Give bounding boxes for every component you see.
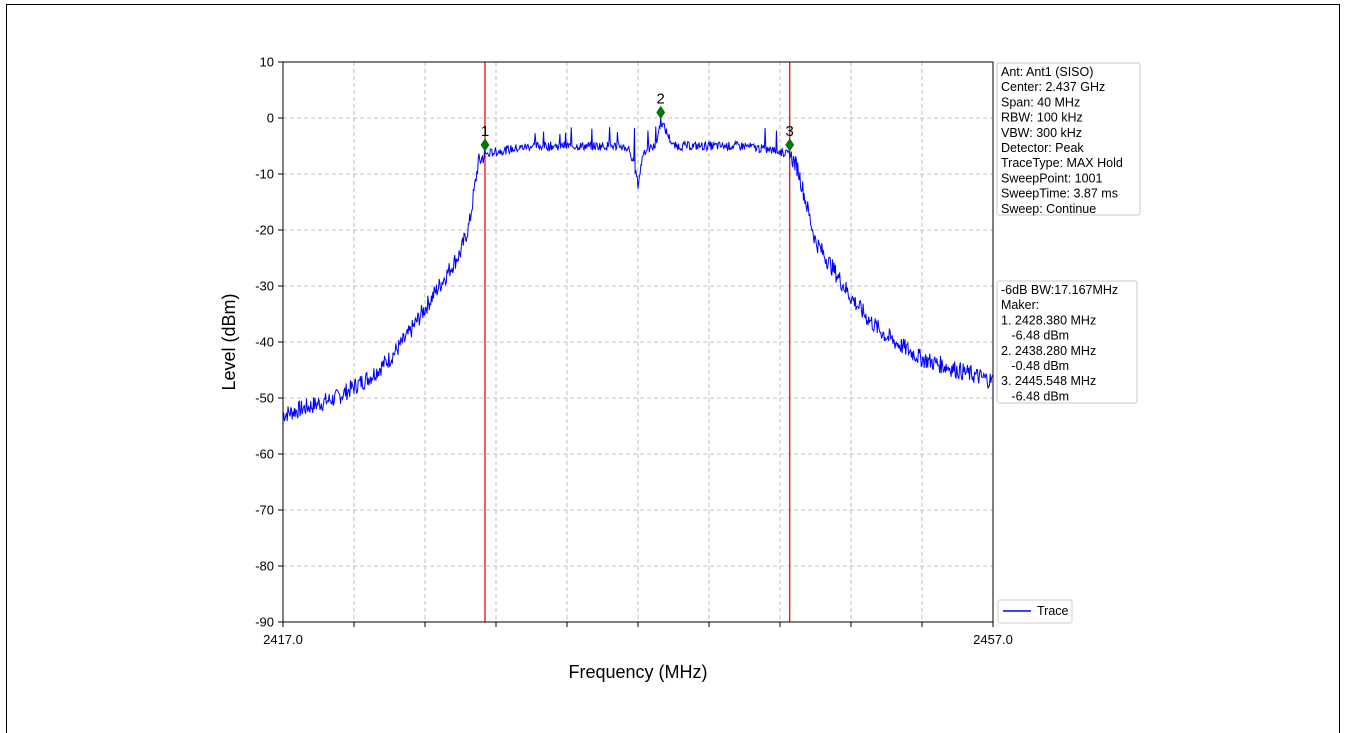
- y-tick-label: 10: [260, 55, 274, 70]
- info-line: TraceType: MAX Hold: [1001, 156, 1123, 170]
- y-tick-label: 0: [267, 111, 274, 126]
- marker-diamond: [785, 138, 795, 152]
- y-tick-label: -50: [255, 391, 274, 406]
- marker-label: 3: [786, 123, 794, 140]
- info-line: Span: 40 MHz: [1001, 95, 1080, 109]
- legend-label: Trace: [1037, 604, 1069, 618]
- info-box-frame: [996, 62, 1141, 216]
- info-line: SweepTime: 3.87 ms: [1001, 187, 1118, 201]
- bw-line: 1. 2428.380 MHz: [1001, 313, 1096, 327]
- bw-line: Maker:: [1001, 298, 1039, 312]
- info-line: SweepPoint: 1001: [1001, 171, 1103, 185]
- x-axis-title: Frequency (MHz): [568, 662, 707, 682]
- figure-frame: [6, 4, 1340, 733]
- bw-line: -0.48 dBm: [1001, 359, 1069, 373]
- trace-series: [282, 117, 994, 422]
- info-line: Ant: Ant1 (SISO): [1001, 65, 1093, 79]
- marker-diamond: [656, 105, 666, 119]
- bw-line: 2. 2438.280 MHz: [1001, 344, 1096, 358]
- info-line: VBW: 300 kHz: [1001, 126, 1082, 140]
- y-tick-label: -20: [255, 223, 274, 238]
- marker-label: 1: [481, 123, 489, 140]
- marker-group: 1 2 3: [480, 90, 795, 152]
- y-tick-label: -40: [255, 335, 274, 350]
- x-tick-label: 2457.0: [973, 632, 1013, 647]
- info-line: RBW: 100 kHz: [1001, 111, 1083, 125]
- legend: Trace: [997, 599, 1073, 624]
- bw-line: -6.48 dBm: [1001, 329, 1069, 343]
- marker-diamond: [480, 138, 490, 152]
- bw-line: 3. 2445.548 MHz: [1001, 374, 1096, 388]
- info-line: Center: 2.437 GHz: [1001, 80, 1105, 94]
- y-tick-label: -70: [255, 503, 274, 518]
- y-tick-label: -60: [255, 447, 274, 462]
- y-axis-title: Level (dBm): [219, 293, 239, 390]
- bw-box-frame: [996, 280, 1138, 404]
- legend-frame: [997, 599, 1073, 624]
- y-tick-label: -10: [255, 167, 274, 182]
- grid: [283, 62, 993, 622]
- axis-ticks: 10 0 -10 -20 -30 -40 -50 -60 -70 -80 -90 2417.0 2457…: [255, 55, 1013, 648]
- y-tick-label: -80: [255, 559, 274, 574]
- trace-line: [282, 117, 994, 422]
- info-line: Sweep: Continue: [1001, 202, 1096, 216]
- info-line: Detector: Peak: [1001, 141, 1084, 155]
- bw-line: -6dB BW:17.167MHz: [1001, 283, 1118, 297]
- marker-label: 2: [657, 90, 665, 107]
- y-tick-label: -30: [255, 279, 274, 294]
- bw-line: -6.48 dBm: [1001, 389, 1069, 403]
- y-tick-label: -90: [255, 615, 274, 630]
- x-tick-label: 2417.0: [263, 632, 303, 647]
